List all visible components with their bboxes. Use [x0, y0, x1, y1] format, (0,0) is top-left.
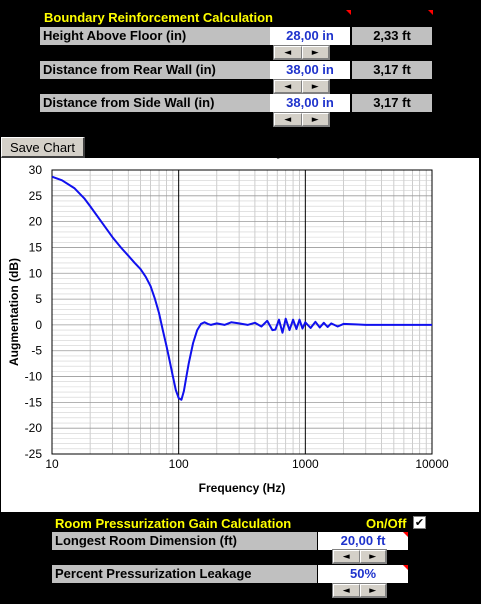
y-tick-label: -5: [31, 344, 42, 358]
comment-marker: [346, 10, 351, 15]
distance-side-wall-label: Distance from Side Wall (in): [40, 94, 270, 112]
comment-marker: [403, 532, 408, 537]
spinner-increase-icon[interactable]: ►: [301, 113, 329, 126]
pressurization-leakage-input[interactable]: 50%: [318, 565, 408, 583]
y-tick-label: 10: [29, 266, 43, 280]
rear-wall-spinner[interactable]: ◄ ►: [273, 79, 330, 94]
room-dimension-spinner[interactable]: ◄ ►: [332, 549, 387, 564]
height-above-floor-label: Height Above Floor (in): [40, 27, 270, 45]
x-tick-label: 10: [45, 457, 59, 471]
height-above-floor-input[interactable]: 28,00 in: [270, 27, 350, 45]
y-tick-label: 15: [29, 240, 43, 254]
x-tick-label: 100: [169, 457, 189, 471]
y-tick-label: 30: [29, 163, 43, 177]
spinner-decrease-icon[interactable]: ◄: [274, 46, 302, 59]
chart-area: Combined Boundary / Room Gain 10 100 1000 1…: [1, 142, 479, 512]
spinner-increase-icon[interactable]: ►: [359, 584, 386, 597]
series-line-0: [51, 175, 432, 401]
comment-marker: [403, 565, 408, 570]
spinner-decrease-icon[interactable]: ◄: [274, 113, 302, 126]
spinner-decrease-icon[interactable]: ◄: [333, 584, 360, 597]
save-chart-button[interactable]: Save Chart: [1, 137, 85, 158]
distance-rear-wall-input[interactable]: 38,00 in: [270, 61, 350, 79]
spinner-decrease-icon[interactable]: ◄: [333, 550, 360, 563]
onoff-label: On/Off: [366, 516, 407, 531]
y-tick-label: -15: [25, 395, 43, 409]
x-axis-label: Frequency (Hz): [199, 481, 286, 495]
x-tick-label: 10000: [415, 457, 449, 471]
y-tick-label: -25: [25, 447, 43, 461]
y-axis-label: Augmentation (dB): [7, 258, 21, 366]
side-wall-spinner[interactable]: ◄ ►: [273, 112, 330, 127]
distance-rear-wall-label: Distance from Rear Wall (in): [40, 61, 270, 79]
height-above-floor-feet: 2,33 ft: [352, 27, 432, 45]
distance-side-wall-feet: 3,17 ft: [352, 94, 432, 112]
spinner-decrease-icon[interactable]: ◄: [274, 80, 302, 93]
spinner-increase-icon[interactable]: ►: [301, 80, 329, 93]
spinner-increase-icon[interactable]: ►: [301, 46, 329, 59]
distance-side-wall-input[interactable]: 38,00 in: [270, 94, 350, 112]
y-tick-label: 25: [29, 189, 43, 203]
boundary-section-title: Boundary Reinforcement Calculation: [44, 10, 273, 25]
longest-room-dimension-input[interactable]: 20,00 ft: [318, 532, 408, 550]
y-tick-label: 5: [35, 292, 42, 306]
y-tick-label: -20: [25, 421, 43, 435]
plot-frame: [51, 169, 433, 455]
y-tick-label: 0: [35, 318, 42, 332]
longest-room-dimension-label: Longest Room Dimension (ft): [52, 532, 317, 550]
pressurization-toggle-checkbox[interactable]: ✔: [413, 516, 426, 529]
pressurization-leakage-label: Percent Pressurization Leakage: [52, 565, 317, 583]
y-tick-label: 20: [29, 215, 43, 229]
comment-marker: [428, 10, 433, 15]
leakage-spinner[interactable]: ◄ ►: [332, 583, 387, 598]
spinner-increase-icon[interactable]: ►: [359, 550, 386, 563]
y-tick-label: -10: [25, 370, 43, 384]
gain-chart: Combined Boundary / Room Gain 10 100 1000 1…: [7, 142, 449, 495]
x-tick-label: 1000: [292, 457, 319, 471]
height-spinner[interactable]: ◄ ►: [273, 45, 330, 60]
pressurization-section-title: Room Pressurization Gain Calculation: [55, 516, 292, 531]
chart-title: Combined Boundary / Room Gain: [137, 142, 377, 159]
distance-rear-wall-feet: 3,17 ft: [352, 61, 432, 79]
